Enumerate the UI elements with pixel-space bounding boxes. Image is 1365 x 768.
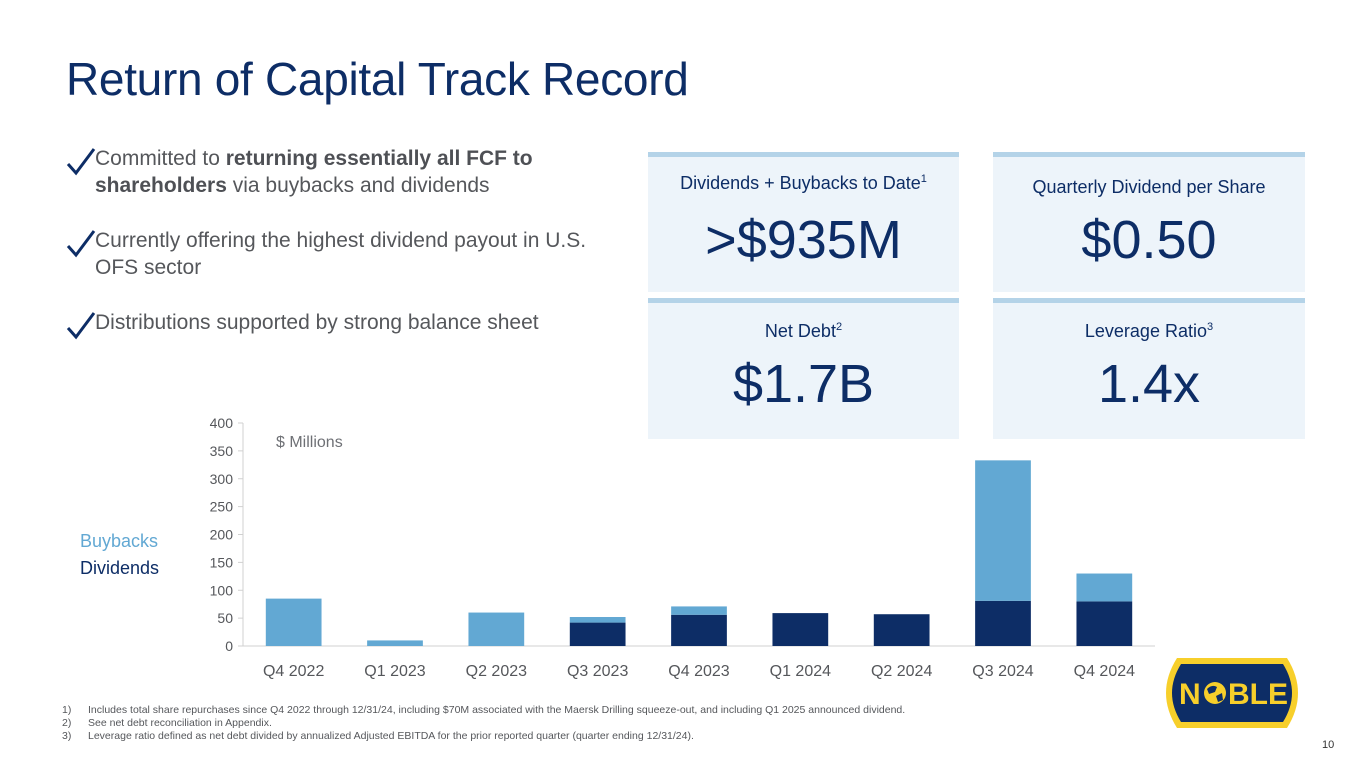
- units-label: $ Millions: [276, 434, 343, 451]
- y-tick-label: 50: [217, 610, 233, 626]
- noble-logo: N BLE: [1166, 658, 1298, 728]
- card-dividends-buybacks: Dividends + Buybacks to Date1 >$935M: [648, 152, 959, 292]
- card-label: Leverage Ratio3: [1084, 321, 1214, 341]
- bar-buybacks: [975, 460, 1031, 601]
- bar-dividends: [1076, 601, 1133, 646]
- bullet-item: Committed to returning essentially all F…: [66, 145, 626, 199]
- x-tick-label: Q2 2024: [871, 663, 932, 680]
- x-tick-label: Q4 2023: [668, 663, 729, 680]
- bullet-text: Currently offering the highest dividend …: [95, 229, 587, 279]
- globe-icon: [1204, 682, 1226, 704]
- bar-buybacks: [1076, 573, 1133, 602]
- bullet-text: Committed to: [95, 147, 226, 170]
- y-tick-label: 150: [210, 554, 234, 570]
- bar-dividends: [975, 600, 1031, 646]
- bullet-item: Distributions supported by strong balanc…: [66, 309, 626, 340]
- bar-buybacks: [569, 617, 626, 623]
- bar-buybacks: [265, 598, 322, 646]
- y-tick-label: 300: [210, 471, 234, 487]
- y-tick-label: 350: [210, 443, 234, 459]
- x-tick-label: Q3 2023: [567, 663, 628, 680]
- legend-buybacks: Buybacks: [80, 531, 159, 551]
- card-label: Net Debt2: [764, 321, 843, 341]
- card-quarterly-dividend: Quarterly Dividend per Share $0.50: [993, 152, 1305, 292]
- x-tick-label: Q4 2024: [1074, 663, 1135, 680]
- bar-buybacks: [367, 640, 423, 646]
- card-value: >$935M: [705, 210, 902, 270]
- legend-dividends: Dividends: [80, 558, 160, 578]
- bar-buybacks: [671, 606, 727, 615]
- logo-text-right: BLE: [1228, 678, 1288, 711]
- footnote: 1) Includes total share repurchases since…: [62, 704, 906, 716]
- bullet-list: Committed to returning essentially all F…: [66, 145, 626, 364]
- page-number: 10: [1322, 739, 1335, 751]
- card-leverage-ratio: Leverage Ratio3 1.4x: [993, 298, 1305, 439]
- y-tick-label: 250: [210, 499, 234, 515]
- y-tick-label: 100: [210, 582, 234, 598]
- x-tick-label: Q2 2023: [466, 663, 527, 680]
- card-value: $0.50: [1081, 210, 1217, 270]
- checkmark-icon: [66, 148, 96, 176]
- y-tick-label: 0: [225, 638, 233, 654]
- card-value: 1.4x: [1097, 354, 1201, 414]
- x-tick-label: Q1 2024: [770, 663, 831, 680]
- bar-dividends: [772, 613, 829, 646]
- bullet-text: Distributions supported by strong balanc…: [95, 311, 539, 334]
- card-label: Dividends + Buybacks to Date1: [680, 173, 927, 193]
- card-net-debt: Net Debt2 $1.7B: [648, 298, 959, 439]
- y-tick-label: 200: [210, 527, 234, 543]
- footnote: 3) Leverage ratio defined as net debt div…: [62, 730, 694, 742]
- x-tick-label: Q1 2023: [364, 663, 425, 680]
- card-label: Quarterly Dividend per Share: [1032, 177, 1266, 197]
- bar-dividends: [569, 622, 626, 646]
- bullet-item: Currently offering the highest dividend …: [66, 227, 626, 281]
- bullet-text-end: via buybacks and dividends: [226, 174, 490, 197]
- y-tick-label: 400: [210, 415, 234, 431]
- bar-dividends: [671, 614, 727, 646]
- logo-text-left: N: [1179, 678, 1201, 711]
- footnotes: 1) Includes total share repurchases since…: [62, 704, 905, 743]
- x-tick-label: Q3 2024: [972, 663, 1033, 680]
- bar-buybacks: [468, 612, 525, 646]
- bar-dividends: [873, 614, 930, 646]
- checkmark-icon: [66, 312, 96, 340]
- x-tick-label: Q4 2022: [263, 663, 324, 680]
- capital-return-chart: 0 50 100 150 200 250 300 350 400 Q4 2022 Q1 2023 Q2…: [210, 415, 1155, 680]
- page-title: Return of Capital Track Record: [66, 53, 689, 105]
- checkmark-icon: [66, 230, 96, 258]
- bullet-bold-text: returning essentially all FCF to shareho…: [95, 147, 533, 197]
- card-value: $1.7B: [732, 354, 875, 414]
- footnote: 2) See net debt reconciliation in Appendi…: [62, 717, 272, 729]
